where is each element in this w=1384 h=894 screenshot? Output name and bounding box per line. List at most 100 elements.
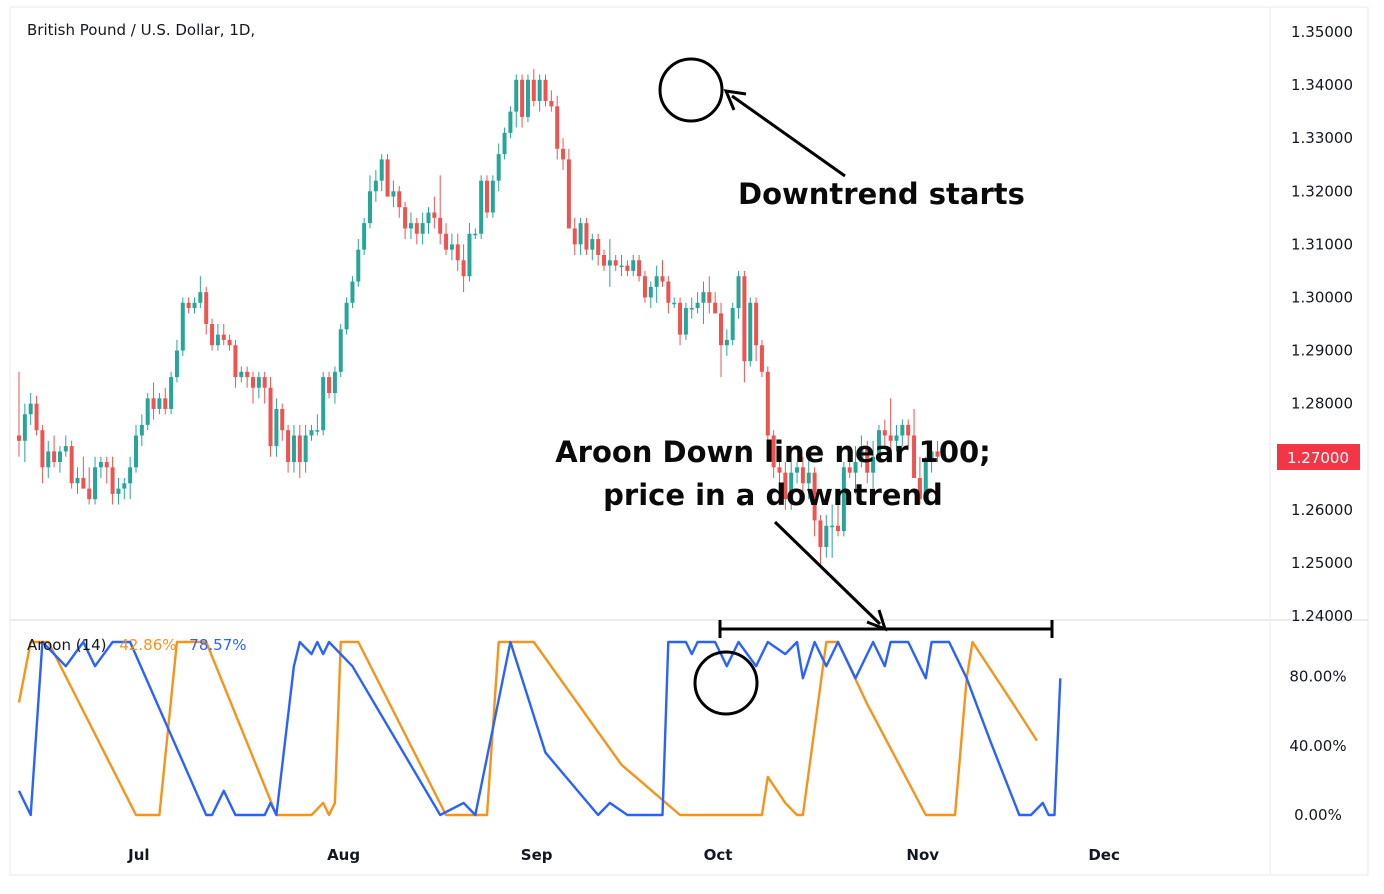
candle-body xyxy=(912,435,917,478)
last-price-badge xyxy=(1277,444,1360,470)
candle-body xyxy=(116,488,121,494)
candle-body xyxy=(660,276,665,282)
candle-body xyxy=(391,191,396,197)
candle-body xyxy=(22,414,27,441)
candle-body xyxy=(46,451,51,468)
chart-frame xyxy=(9,6,1369,876)
candle-body xyxy=(444,233,449,250)
candle-body xyxy=(496,154,501,181)
candle-body xyxy=(490,180,495,213)
candle-body xyxy=(765,371,770,436)
candle-body xyxy=(748,302,753,362)
candle-body xyxy=(666,281,671,303)
candle-body xyxy=(917,477,922,500)
price-tick-label: 1.26000 xyxy=(1291,501,1353,519)
price-tick-label: 1.33000 xyxy=(1291,129,1353,147)
candle-body xyxy=(122,483,127,489)
aroon-annotation-line1: Aroon Down line near 100; xyxy=(555,435,991,469)
candle-body xyxy=(174,350,179,378)
candle-body xyxy=(186,302,191,309)
candle-body xyxy=(695,302,700,309)
candle-body xyxy=(93,467,98,500)
time-axis: Jul Aug Sep Oct Nov Dec xyxy=(127,846,1120,864)
candle-body xyxy=(754,302,759,346)
candle-body xyxy=(128,467,133,484)
candle-body xyxy=(379,159,384,181)
candle-body xyxy=(929,451,934,463)
candle-body xyxy=(514,79,519,112)
candle-body xyxy=(876,430,881,457)
candle-body xyxy=(806,472,811,484)
candle-body xyxy=(227,339,232,346)
time-tick-label: Jul xyxy=(127,846,149,864)
candle-body xyxy=(783,472,788,500)
candle-body xyxy=(286,430,291,463)
candle-body xyxy=(397,191,402,208)
aroon-axis: 80.00% 40.00% 0.00% xyxy=(1289,668,1346,824)
crossover-circle xyxy=(693,650,759,716)
candle-body xyxy=(280,408,285,431)
candle-body xyxy=(303,435,308,463)
candle-body xyxy=(163,398,168,409)
candle-body xyxy=(561,148,566,160)
candle-body xyxy=(75,477,80,484)
candle-body xyxy=(198,292,203,303)
candle-body xyxy=(28,403,33,415)
price-tick-label: 1.35000 xyxy=(1291,23,1353,41)
candle-body xyxy=(654,276,659,287)
candle-body xyxy=(461,260,466,277)
aroon-tick-label: 0.00% xyxy=(1294,806,1342,824)
aroon-down-line xyxy=(17,640,1062,817)
candle-body xyxy=(707,292,712,303)
candle-body xyxy=(145,398,150,425)
candle-body xyxy=(467,233,472,277)
candlestick-series xyxy=(17,69,940,569)
candle-body xyxy=(245,371,250,378)
candle-body xyxy=(777,467,782,473)
time-tick-label: Aug xyxy=(327,846,360,864)
candle-body xyxy=(900,424,905,436)
candle-body xyxy=(789,472,794,500)
price-tick-label: 1.24000 xyxy=(1291,607,1353,625)
candle-body xyxy=(771,435,776,468)
candle-body xyxy=(625,265,630,271)
candle-body xyxy=(619,265,624,268)
candle-body xyxy=(642,276,647,298)
candle-body xyxy=(268,387,273,447)
downtrend-label: Downtrend starts xyxy=(738,177,1025,211)
candle-body xyxy=(800,467,805,484)
candle-body xyxy=(637,260,642,277)
candle-body xyxy=(157,398,162,409)
candle-body xyxy=(759,345,764,372)
candle-body xyxy=(414,223,419,234)
candle-body xyxy=(853,462,858,473)
candle-body xyxy=(923,462,928,500)
candle-body xyxy=(689,308,694,310)
candle-body xyxy=(830,525,835,528)
candle-body xyxy=(321,377,326,431)
candle-body xyxy=(420,223,425,234)
aroon-annotation-line2: price in a downtrend xyxy=(603,478,943,512)
candle-body xyxy=(607,260,612,266)
candle-body xyxy=(836,525,840,532)
candle-body xyxy=(701,292,706,303)
aroon-arrow-line xyxy=(773,520,882,626)
price-axis: 1.35000 1.34000 1.33000 1.32000 1.31000 1.300… xyxy=(1291,23,1353,625)
aroon-series xyxy=(17,640,1062,817)
candle-body xyxy=(812,472,817,521)
candle-body xyxy=(87,488,92,500)
candle-body xyxy=(52,451,57,463)
candle-body xyxy=(888,435,893,441)
candle-body xyxy=(233,345,238,378)
candle-body xyxy=(403,207,408,229)
last-price-label: 1.27000 xyxy=(1287,449,1349,467)
candle-body xyxy=(935,451,940,457)
candle-body xyxy=(736,276,741,309)
price-tick-label: 1.25000 xyxy=(1291,554,1353,572)
candle-body xyxy=(865,446,870,473)
aroon-up-line xyxy=(17,640,1038,817)
candle-body xyxy=(859,446,864,463)
candle-body xyxy=(824,525,829,547)
candle-body xyxy=(648,286,653,298)
